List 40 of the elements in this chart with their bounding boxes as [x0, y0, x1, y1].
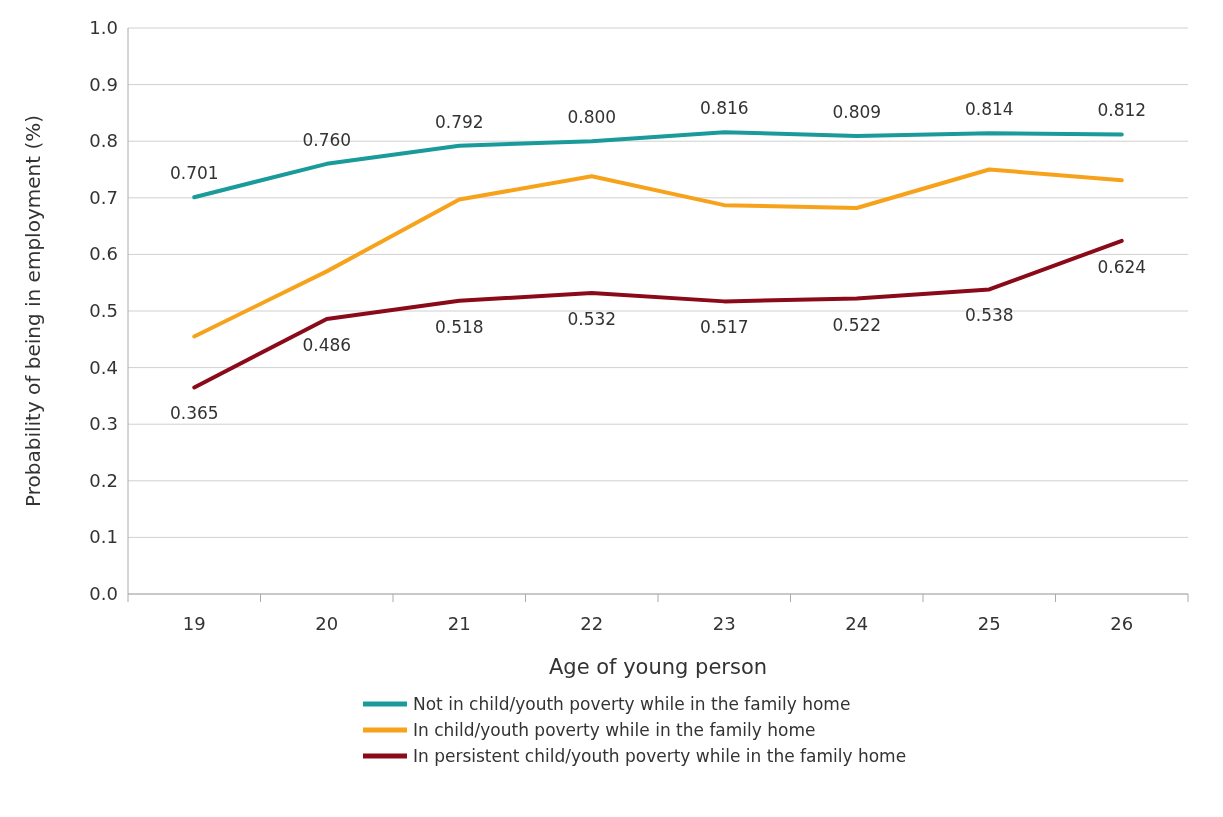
data-label: 0.518: [434, 316, 484, 337]
legend-label: In child/youth poverty while in the family home: [413, 720, 816, 740]
data-label: 0.812: [1097, 100, 1147, 121]
data-label: 0.814: [964, 99, 1014, 120]
x-tick-label: 20: [315, 613, 339, 634]
data-label: 0.800: [567, 107, 617, 128]
data-label: 0.532: [567, 308, 617, 329]
data-label: 0.522: [832, 314, 882, 335]
x-tick-label: 19: [182, 613, 206, 634]
data-label: 0.701: [169, 163, 219, 184]
x-axis-title: Age of young person: [548, 655, 768, 679]
data-label: 0.517: [699, 317, 749, 338]
legend-label: Not in child/youth poverty while in the family home: [413, 694, 851, 714]
data-label: 0.809: [832, 102, 882, 123]
x-tick-label: 21: [447, 613, 471, 634]
text: 0.9: [89, 73, 118, 95]
text: 0.5: [89, 300, 118, 321]
data-label: 0.538: [964, 305, 1014, 326]
text: 0.0: [89, 583, 118, 604]
x-tick-label: 23: [712, 613, 736, 634]
text: 0.6: [89, 243, 118, 265]
text: 0.7: [89, 186, 118, 208]
y-axis-title: Probability of being in employment (%): [21, 115, 45, 507]
data-label: 0.365: [169, 403, 219, 424]
text: 0.2: [89, 469, 118, 491]
text: 0.8: [89, 130, 118, 152]
text: 0.4: [89, 356, 118, 378]
text: 1.0: [89, 17, 118, 38]
data-label: 0.792: [434, 111, 484, 132]
data-label: 0.816: [699, 98, 749, 119]
x-tick-label: 24: [845, 613, 869, 634]
x-tick-label: 26: [1110, 613, 1134, 634]
x-tick-label: 25: [977, 613, 1001, 634]
text: 0.3: [89, 413, 118, 435]
text: 0.1: [89, 526, 118, 548]
legend-label: In persistent child/youth poverty while in the family home: [413, 746, 907, 766]
data-label: 0.624: [1097, 256, 1147, 277]
data-label: 0.486: [302, 334, 352, 355]
data-label: 0.760: [302, 129, 352, 150]
x-tick-label: 22: [580, 613, 604, 634]
